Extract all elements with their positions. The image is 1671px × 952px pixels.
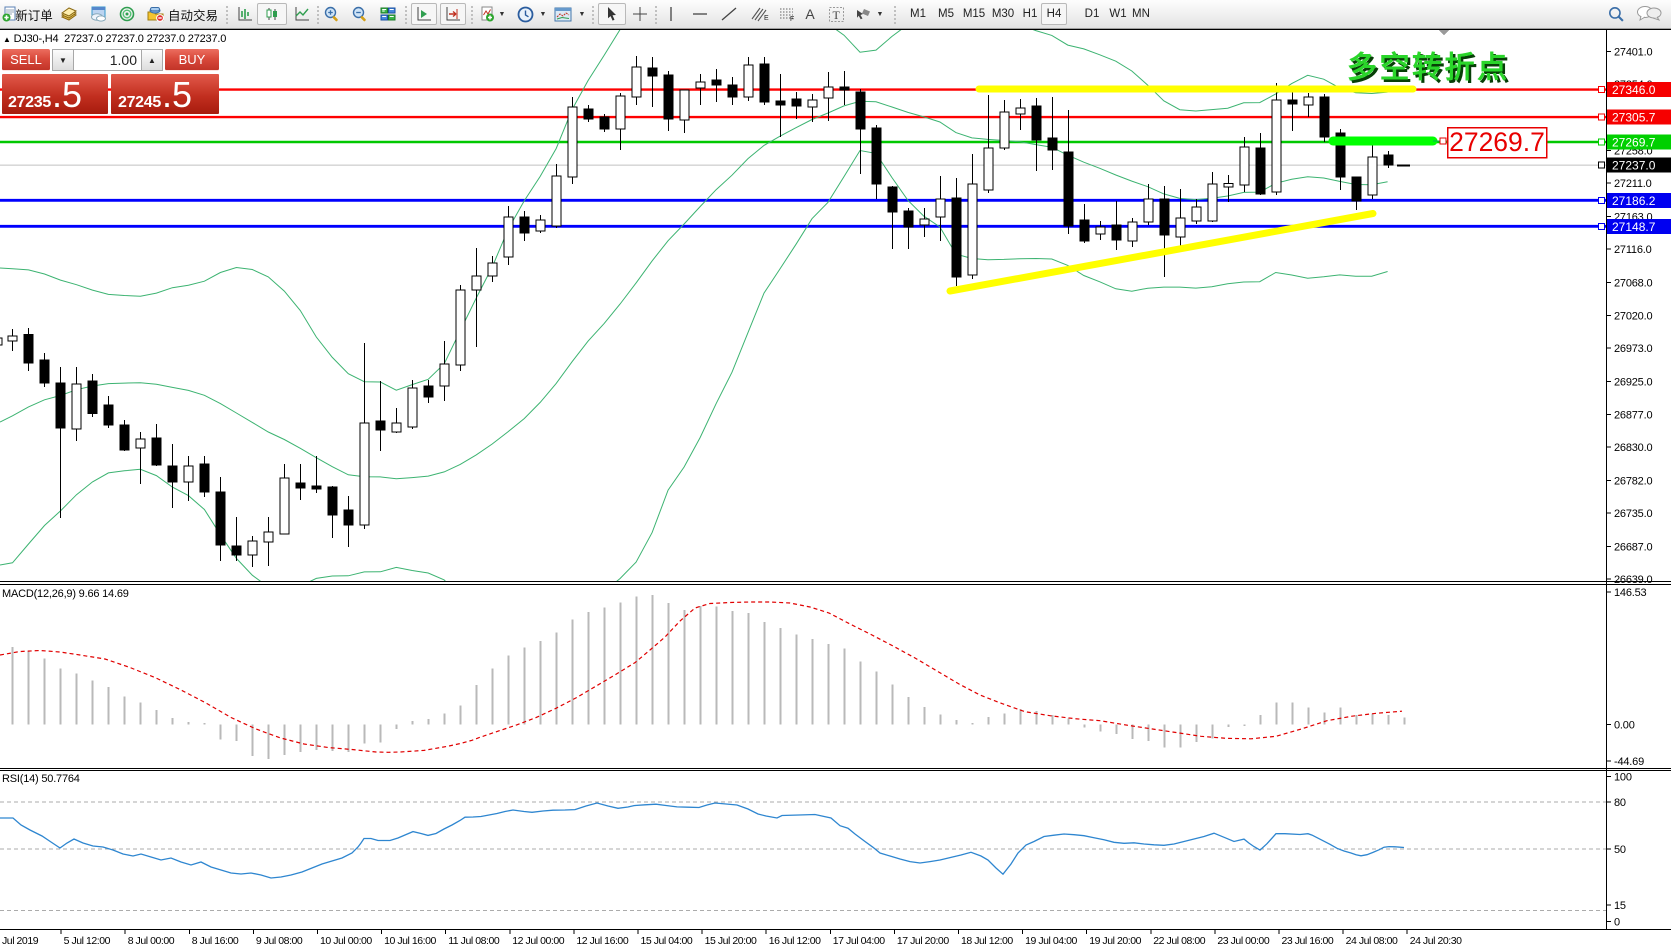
svg-text:Jul 2019: Jul 2019	[2, 935, 39, 947]
svg-text:9 Jul 08:00: 9 Jul 08:00	[256, 935, 303, 947]
svg-text:T: T	[832, 8, 840, 22]
svg-text:27148.7: 27148.7	[1612, 220, 1656, 234]
svg-text:0: 0	[1614, 916, 1620, 928]
svg-text:26735.0: 26735.0	[1614, 508, 1652, 520]
svg-text:23 Jul 00:00: 23 Jul 00:00	[1217, 935, 1269, 947]
svg-text:17 Jul 20:00: 17 Jul 20:00	[897, 935, 949, 947]
svg-text:17 Jul 04:00: 17 Jul 04:00	[833, 935, 885, 947]
svg-text:26925.0: 26925.0	[1614, 376, 1652, 388]
svg-text:26639.0: 26639.0	[1614, 574, 1652, 586]
svg-text:26877.0: 26877.0	[1614, 410, 1652, 422]
svg-text:27211.0: 27211.0	[1614, 178, 1652, 190]
svg-text:27186.2: 27186.2	[1612, 194, 1656, 208]
svg-text:27269.7: 27269.7	[1612, 136, 1656, 150]
svg-text:26687.0: 26687.0	[1614, 541, 1652, 553]
svg-text:19 Jul 04:00: 19 Jul 04:00	[1025, 935, 1077, 947]
svg-text:24 Jul 20:30: 24 Jul 20:30	[1410, 935, 1462, 947]
svg-text:22 Jul 08:00: 22 Jul 08:00	[1153, 935, 1205, 947]
svg-text:23 Jul 16:00: 23 Jul 16:00	[1282, 935, 1334, 947]
svg-text:MACD(12,26,9) 9.66 14.69: MACD(12,26,9) 9.66 14.69	[2, 588, 129, 600]
svg-text:10 Jul 16:00: 10 Jul 16:00	[384, 935, 436, 947]
svg-text:15 Jul 04:00: 15 Jul 04:00	[641, 935, 693, 947]
svg-text:27116.0: 27116.0	[1614, 244, 1652, 256]
svg-text:15 Jul 20:00: 15 Jul 20:00	[705, 935, 757, 947]
svg-text:5 Jul 12:00: 5 Jul 12:00	[64, 935, 111, 947]
svg-text:27346.0: 27346.0	[1612, 83, 1656, 97]
svg-text:50: 50	[1614, 844, 1626, 856]
svg-text:11 Jul 08:00: 11 Jul 08:00	[448, 935, 500, 947]
svg-text:146.53: 146.53	[1614, 587, 1647, 599]
svg-text:27269.7: 27269.7	[1449, 127, 1545, 157]
svg-text:0.00: 0.00	[1614, 720, 1635, 732]
svg-text:24 Jul 08:00: 24 Jul 08:00	[1346, 935, 1398, 947]
svg-text:26830.0: 26830.0	[1614, 442, 1652, 454]
svg-text:-44.69: -44.69	[1614, 756, 1644, 768]
svg-text:10 Jul 00:00: 10 Jul 00:00	[320, 935, 372, 947]
svg-text:27237.0: 27237.0	[1612, 159, 1656, 173]
svg-text:12 Jul 16:00: 12 Jul 16:00	[576, 935, 628, 947]
svg-text:多空转折点: 多空转折点	[1347, 52, 1510, 85]
svg-text:16 Jul 12:00: 16 Jul 12:00	[769, 935, 821, 947]
svg-text:26782.0: 26782.0	[1614, 476, 1652, 488]
svg-text:27068.0: 27068.0	[1614, 277, 1652, 289]
svg-text:8 Jul 00:00: 8 Jul 00:00	[128, 935, 175, 947]
svg-text:12 Jul 00:00: 12 Jul 00:00	[512, 935, 564, 947]
svg-text:E: E	[764, 15, 769, 22]
svg-text:F: F	[790, 16, 794, 22]
svg-text:26973.0: 26973.0	[1614, 343, 1652, 355]
svg-text:RSI(14) 50.7764: RSI(14) 50.7764	[2, 773, 80, 785]
svg-text:15: 15	[1614, 900, 1626, 912]
svg-text:27401.0: 27401.0	[1614, 47, 1652, 59]
svg-text:100: 100	[1614, 771, 1632, 783]
svg-text:8 Jul 16:00: 8 Jul 16:00	[192, 935, 239, 947]
svg-text:18 Jul 12:00: 18 Jul 12:00	[961, 935, 1013, 947]
svg-text:27020.0: 27020.0	[1614, 311, 1652, 323]
svg-text:19 Jul 20:00: 19 Jul 20:00	[1089, 935, 1141, 947]
svg-text:80: 80	[1614, 797, 1626, 809]
svg-text:多空转折点: 多空转折点	[1350, 54, 1513, 87]
svg-text:27305.7: 27305.7	[1612, 111, 1656, 125]
